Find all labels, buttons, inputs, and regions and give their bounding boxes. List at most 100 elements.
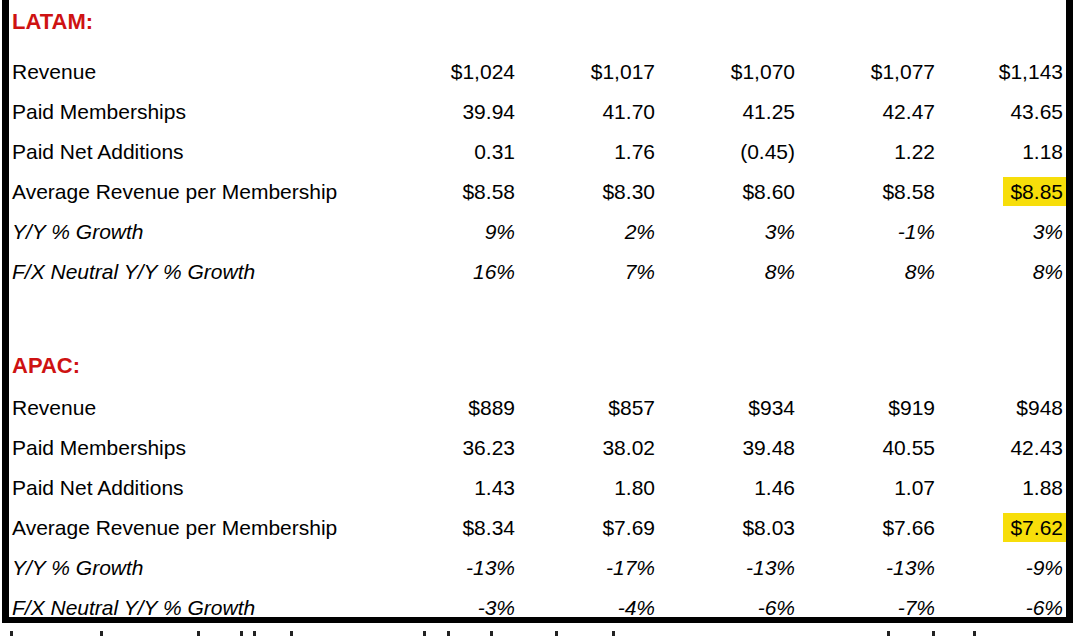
cell-value: 42.47 (795, 100, 935, 124)
cell-text: -6% (758, 596, 795, 619)
cell-text: $948 (1016, 396, 1063, 419)
cutoff-text-mark (197, 631, 200, 636)
cell-text: $1,017 (591, 60, 655, 83)
cell-text: 38.02 (602, 436, 655, 459)
cell-text: 3% (1033, 220, 1063, 243)
cell-value: $1,070 (655, 60, 795, 84)
cell-text: $1,070 (731, 60, 795, 83)
cell-text: 43.65 (1010, 100, 1063, 123)
cell-text: 8% (765, 260, 795, 283)
cutoff-text-mark (490, 631, 493, 636)
row-label: Revenue (12, 60, 375, 84)
cell-text: 16% (473, 260, 515, 283)
cell-text: 42.47 (882, 100, 935, 123)
table-row: Paid Memberships36.2338.0239.4840.5542.4… (12, 428, 1063, 468)
cutoff-text-mark (973, 631, 976, 636)
row-label: Paid Net Additions (12, 140, 375, 164)
table-row: Paid Memberships39.9441.7041.2542.4743.6… (12, 92, 1063, 132)
table-row: F/X Neutral Y/Y % Growth16%7%8%8%8% (12, 252, 1063, 292)
cell-text: -13% (746, 556, 795, 579)
cutoff-text-mark (887, 631, 890, 636)
cell-value: 41.70 (515, 100, 655, 124)
cell-text: 0.31 (474, 140, 515, 163)
cell-value: $889 (375, 396, 515, 420)
cutoff-text-mark (447, 631, 450, 636)
table-row: Average Revenue per Membership$8.58$8.30… (12, 172, 1063, 212)
cell-value: 38.02 (515, 436, 655, 460)
cell-value: -17% (515, 556, 655, 580)
cell-text: $8.60 (742, 180, 795, 203)
table-border-left (2, 0, 9, 623)
section-latam: LATAM:Revenue$1,024$1,017$1,070$1,077$1,… (12, 0, 1063, 292)
row-label: Y/Y % Growth (12, 220, 375, 244)
cell-text: -9% (1026, 556, 1063, 579)
table-row: Revenue$1,024$1,017$1,070$1,077$1,143 (12, 52, 1063, 92)
cell-text: 42.43 (1010, 436, 1063, 459)
cell-text: (0.45) (740, 140, 795, 163)
cell-text: 39.94 (462, 100, 515, 123)
highlighted-cell-value: $7.62 (935, 516, 1063, 540)
section-title: APAC: (12, 344, 1063, 388)
cell-value: 8% (795, 260, 935, 284)
cell-value: 2% (515, 220, 655, 244)
cell-value: 3% (935, 220, 1063, 244)
cell-value: $8.34 (375, 516, 515, 540)
cell-text: 8% (1033, 260, 1063, 283)
cell-value: 36.23 (375, 436, 515, 460)
cell-value: 42.43 (935, 436, 1063, 460)
cell-value: $919 (795, 396, 935, 420)
cell-text: $919 (888, 396, 935, 419)
cell-value: 8% (935, 260, 1063, 284)
cell-text: 1.22 (894, 140, 935, 163)
row-label: Paid Net Additions (12, 476, 375, 500)
cell-value: $8.30 (515, 180, 655, 204)
cell-value: 3% (655, 220, 795, 244)
section-apac: APAC:Revenue$889$857$934$919$948Paid Mem… (12, 344, 1063, 628)
cell-text: $8.58 (882, 180, 935, 203)
cell-value: 43.65 (935, 100, 1063, 124)
cell-value: 41.25 (655, 100, 795, 124)
cell-value: 1.18 (935, 140, 1063, 164)
cell-text: $8.03 (742, 516, 795, 539)
cell-value: 1.88 (935, 476, 1063, 500)
cell-value: 1.43 (375, 476, 515, 500)
cutoff-text-mark (240, 631, 243, 636)
cell-value: 9% (375, 220, 515, 244)
cell-text: 36.23 (462, 436, 515, 459)
row-label: F/X Neutral Y/Y % Growth (12, 260, 375, 284)
cell-value: 39.94 (375, 100, 515, 124)
section-title: LATAM: (12, 0, 1063, 44)
cutoff-text-mark (100, 631, 103, 636)
cell-text: 1.76 (614, 140, 655, 163)
cell-text: $8.34 (462, 516, 515, 539)
cell-text: $1,077 (871, 60, 935, 83)
cell-text: -1% (898, 220, 935, 243)
cell-value: $948 (935, 396, 1063, 420)
row-label: Average Revenue per Membership (12, 516, 375, 540)
cell-text: 9% (485, 220, 515, 243)
table-row: Y/Y % Growth-13%-17%-13%-13%-9% (12, 548, 1063, 588)
cell-text: -13% (466, 556, 515, 579)
cell-text: $8.85 (1003, 177, 1068, 206)
cell-text: -17% (606, 556, 655, 579)
cell-value: 8% (655, 260, 795, 284)
financial-table: LATAM:Revenue$1,024$1,017$1,070$1,077$1,… (9, 0, 1066, 628)
cell-text: 2% (625, 220, 655, 243)
cell-value: $857 (515, 396, 655, 420)
cell-text: 1.43 (474, 476, 515, 499)
table-row: Paid Net Additions 0.31 1.76 (0.45) 1.221.18 (12, 132, 1063, 172)
cell-value: $8.58 (375, 180, 515, 204)
cell-text: 40.55 (882, 436, 935, 459)
spreadsheet-region: LATAM:Revenue$1,024$1,017$1,070$1,077$1,… (0, 0, 1080, 636)
table-row: Average Revenue per Membership$8.34$7.69… (12, 508, 1063, 548)
table-row: Paid Net Additions1.431.801.461.071.88 (12, 468, 1063, 508)
cell-text: 8% (905, 260, 935, 283)
cell-value: 16% (375, 260, 515, 284)
cell-text: -3% (478, 596, 515, 619)
cell-text: 41.70 (602, 100, 655, 123)
cell-value: 0.31 (375, 140, 515, 164)
cutoff-text-mark (555, 631, 558, 636)
cell-value: 1.22 (795, 140, 935, 164)
row-label: Revenue (12, 396, 375, 420)
cell-value: -1% (795, 220, 935, 244)
